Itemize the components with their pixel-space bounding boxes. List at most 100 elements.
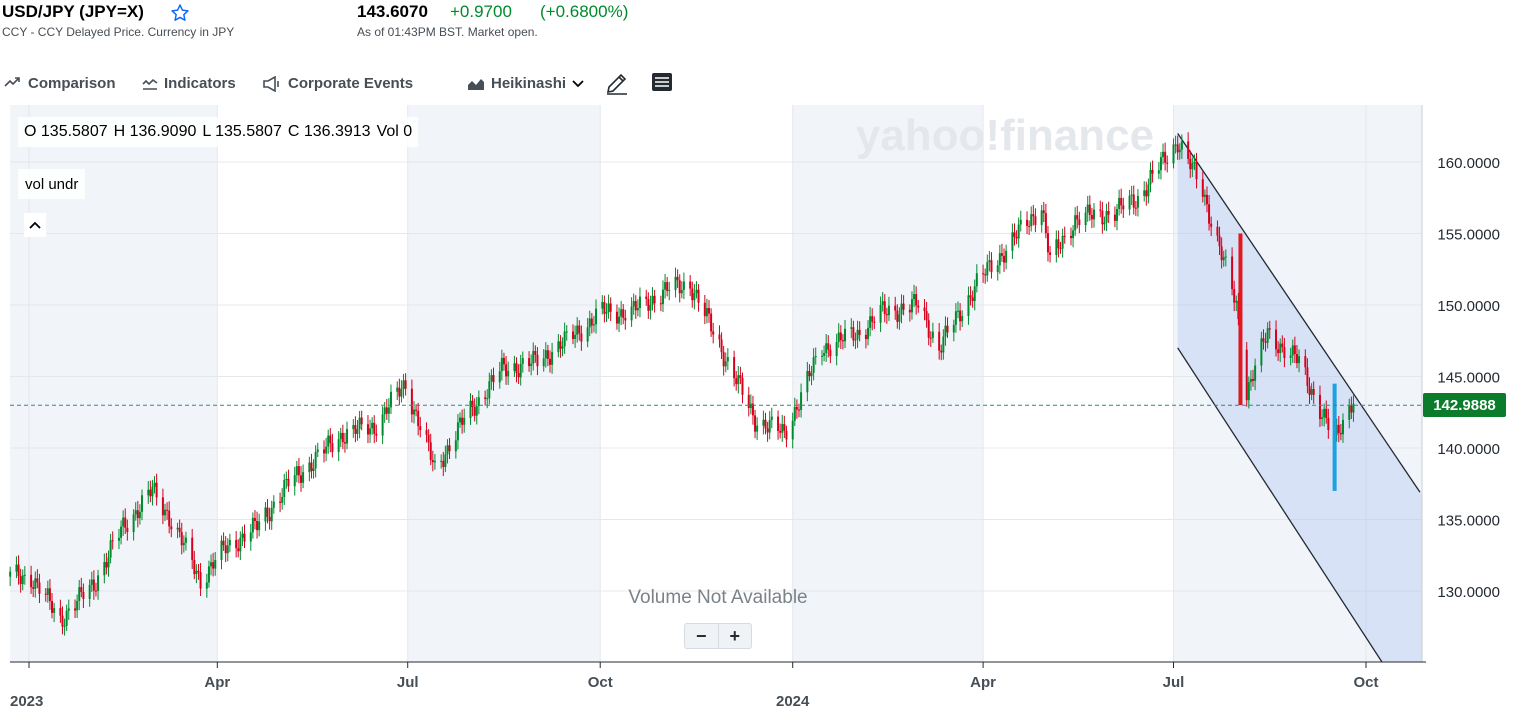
candle-body xyxy=(1218,235,1221,247)
candle-body xyxy=(900,303,903,315)
candle-body xyxy=(1293,345,1296,354)
candle-body xyxy=(1335,424,1338,435)
candle-body xyxy=(647,299,650,311)
chart-type-dropdown[interactable]: Heikinashi xyxy=(467,75,584,92)
candle-body xyxy=(279,501,282,503)
candle-body xyxy=(844,328,847,342)
candle-body xyxy=(605,312,608,314)
channel-upper-line xyxy=(1177,133,1421,493)
candle-body xyxy=(917,305,920,308)
candle-body xyxy=(153,482,156,487)
candle-body xyxy=(369,428,372,435)
candle-body xyxy=(166,509,169,511)
candle-body xyxy=(323,449,326,454)
channel-lower-line xyxy=(1177,347,1383,663)
zoom-out-button[interactable]: − xyxy=(685,624,719,648)
draw-button[interactable] xyxy=(605,71,629,95)
candle-body xyxy=(360,417,363,425)
candle-body xyxy=(766,428,769,433)
candle-body xyxy=(1224,256,1227,258)
candle-body xyxy=(864,334,867,340)
indicators-button[interactable]: Indicators xyxy=(142,75,236,92)
collapse-chevron-icon[interactable] xyxy=(24,213,46,237)
candle-body xyxy=(471,400,474,408)
candle-body xyxy=(741,377,744,395)
candle-body xyxy=(1120,197,1123,206)
candle-body xyxy=(942,336,945,353)
x-tick-label: Apr xyxy=(204,674,230,691)
candle-body xyxy=(427,434,430,443)
comparison-button[interactable]: Comparison xyxy=(4,75,116,92)
candle-body xyxy=(988,260,991,263)
candle-body xyxy=(603,302,606,314)
corporate-events-button[interactable]: Corporate Events xyxy=(262,75,413,92)
candle-body xyxy=(689,281,692,289)
watchlist-star-icon[interactable] xyxy=(170,3,190,28)
study-label[interactable]: vol undr xyxy=(18,169,86,199)
x-tick-label: Jul xyxy=(397,674,419,691)
candle-body xyxy=(210,562,213,567)
candle-body xyxy=(1046,233,1049,253)
candle-body xyxy=(178,527,181,533)
candle-body xyxy=(46,588,49,595)
candle-body xyxy=(1262,338,1265,342)
table-view-button[interactable] xyxy=(651,72,673,92)
candle-body xyxy=(1341,419,1344,435)
candle-body xyxy=(1281,343,1284,348)
candle-body xyxy=(36,578,39,583)
candle-body xyxy=(913,294,916,300)
candle-body xyxy=(310,462,313,472)
symbol-subtitle: CCY - CCY Delayed Price. Currency in JPY xyxy=(2,25,235,39)
candle-body xyxy=(331,443,334,453)
candle-body xyxy=(536,354,539,367)
zoom-in-button[interactable]: + xyxy=(729,625,740,646)
y-tick-label: 140.0000 xyxy=(1437,441,1500,458)
candle-body xyxy=(1099,209,1102,211)
candle-body xyxy=(664,282,667,290)
candle-body xyxy=(1076,215,1079,220)
candle-body xyxy=(1291,345,1294,356)
candle-body xyxy=(925,311,928,321)
candle-body xyxy=(1289,355,1292,359)
candle-body xyxy=(281,496,284,503)
candle-body xyxy=(65,610,68,626)
year-label: 2024 xyxy=(776,693,810,707)
candle-body xyxy=(820,355,823,357)
candle-body xyxy=(915,294,918,306)
candle-body xyxy=(300,475,303,483)
candle-body xyxy=(126,527,129,533)
candle-body xyxy=(268,516,271,522)
candle-body xyxy=(1069,235,1072,239)
candle-body xyxy=(461,417,464,425)
chart-type-icon xyxy=(467,77,485,91)
candle-body xyxy=(454,440,457,452)
y-tick-label: 150.0000 xyxy=(1437,298,1500,315)
candle-body xyxy=(1195,162,1198,180)
candle-body xyxy=(542,358,545,367)
candle-body xyxy=(517,373,520,378)
candle-body xyxy=(30,574,33,588)
candle-body xyxy=(869,316,872,328)
candle-body xyxy=(557,341,560,353)
candle-body xyxy=(400,389,403,397)
candle-body xyxy=(469,400,472,418)
candle-body xyxy=(147,489,150,496)
symbol-title: USD/JPY (JPY=X) xyxy=(2,2,144,21)
ohlc-high: H 136.9090 xyxy=(113,123,197,140)
x-tick-label: Jul xyxy=(1163,674,1185,691)
candle-body xyxy=(695,289,698,294)
candle-body xyxy=(138,511,141,519)
candle-body xyxy=(764,419,767,429)
candle-body xyxy=(241,533,244,538)
candle-body xyxy=(1049,252,1052,255)
candle-body xyxy=(1308,385,1311,395)
candle-body xyxy=(576,325,579,335)
candle-body xyxy=(563,331,566,347)
candle-body xyxy=(287,478,290,487)
candle-body xyxy=(544,350,547,359)
candle-body xyxy=(389,391,392,408)
candle-body xyxy=(61,615,64,627)
candle-body xyxy=(1279,343,1282,354)
candle-body xyxy=(366,424,369,435)
